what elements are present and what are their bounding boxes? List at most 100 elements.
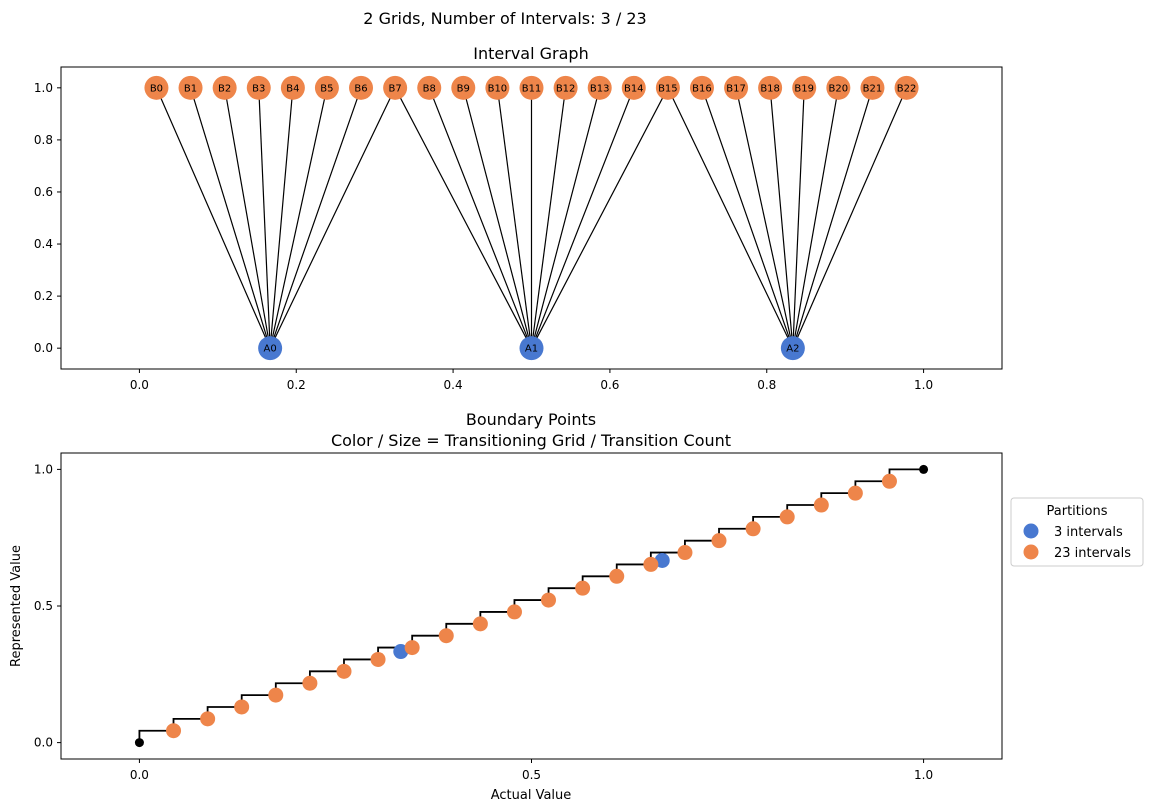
graph-node-label-b7: B7 (389, 83, 402, 94)
step-line (138, 468, 924, 743)
legend-marker-3-intervals (1023, 523, 1039, 539)
graph-node-label-b17: B17 (726, 83, 746, 94)
graph-node-b8 (417, 75, 442, 100)
graph-node-label-b11: B11 (522, 83, 542, 94)
interval-graph-axes: 0.0 0.2 0.4 0.6 0.8 1.0 0.0 0.2 0.4 0.6 0.8 1.0 (34, 81, 933, 392)
graph-node-b0 (144, 75, 169, 100)
y-tick-label: 1.0 (34, 462, 53, 476)
graph-node-label-b1: B1 (184, 83, 197, 94)
graph-node-label-b13: B13 (590, 83, 610, 94)
boundary-point-23-intervals (404, 640, 420, 656)
graph-edge-b7-a0 (269, 87, 396, 349)
y-tick-label: 0.0 (34, 736, 53, 750)
boundary-point-23-intervals (166, 723, 182, 739)
boundary-point-23-intervals (200, 711, 216, 727)
boundary-points-axes: 0.0 0.5 1.0 0.0 0.5 1.0 (34, 462, 933, 782)
step-function (138, 468, 924, 743)
graph-node-b16 (689, 75, 714, 100)
graph-node-label-b20: B20 (829, 83, 849, 94)
graph-edge-b22-a2 (792, 87, 908, 349)
graph-edge-b17-a2 (735, 87, 794, 349)
x-tick-label: 0.8 (757, 378, 776, 392)
graph-edge-b12-a1 (530, 87, 567, 349)
boundary-point-23-intervals (881, 473, 897, 489)
graph-node-label-b14: B14 (624, 83, 644, 94)
boundary-points-frame (60, 452, 1003, 760)
x-tick-label: 0.0 (130, 768, 149, 782)
graph-node-label-b5: B5 (320, 83, 333, 94)
boundary-points-panel: Boundary Points Color / Size = Transitio… (9, 410, 1003, 803)
graph-node-label-b9: B9 (457, 83, 470, 94)
boundary-point-23-intervals (847, 485, 863, 501)
graph-edge-b19-a2 (792, 87, 805, 349)
graph-node-label-b10: B10 (488, 83, 508, 94)
graph-node-label-b3: B3 (252, 83, 265, 94)
graph-node-b22 (894, 75, 919, 100)
y-tick-label: 0.6 (34, 185, 53, 199)
boundary-point-23-intervals (370, 651, 386, 667)
boundary-point-23-intervals (745, 521, 761, 537)
graph-node-label-b19: B19 (794, 83, 814, 94)
endpoint-marker (919, 464, 929, 474)
legend-title: Partitions (1047, 504, 1108, 519)
endpoint-marker (134, 738, 144, 748)
graph-node-b12 (553, 75, 578, 100)
graph-node-a1 (519, 336, 544, 361)
boundary-point-23-intervals (438, 628, 454, 644)
boundary-point-23-intervals (643, 556, 659, 572)
boundary-point-3-intervals (393, 644, 409, 660)
legend-label-3-intervals: 3 intervals (1054, 525, 1123, 540)
y-axis-label: Represented Value (9, 545, 24, 667)
graph-edge-b0-a0 (155, 87, 271, 349)
graph-node-label-a0: A0 (264, 344, 277, 355)
y-tick-label: 0.0 (34, 341, 53, 355)
x-tick-label: 0.4 (444, 378, 463, 392)
graph-node-label-b22: B22 (897, 83, 917, 94)
graph-node-b2 (212, 75, 237, 100)
y-tick-label: 0.8 (34, 133, 53, 147)
legend-box (1010, 497, 1144, 567)
boundary-points-title: Boundary Points (466, 410, 596, 429)
graph-edge-b2-a0 (224, 87, 271, 349)
boundary-point-23-intervals (575, 580, 591, 596)
graph-node-label-a1: A1 (525, 344, 538, 355)
interval-graph-panel: Interval Graph B0 B1 B2 B3 B4 B5 B6 B7 B8 B9 B10 B1… (34, 44, 1003, 392)
boundary-points-subtitle: Color / Size = Transitioning Grid / Tran… (331, 431, 731, 450)
graph-node-b9 (451, 75, 476, 100)
boundary-point-23-intervals (234, 699, 250, 715)
interval-graph-title: Interval Graph (473, 44, 588, 63)
y-tick-label: 1.0 (34, 81, 53, 95)
y-tick-label: 0.2 (34, 289, 53, 303)
graph-edge-b10-a1 (496, 87, 533, 349)
graph-node-b15 (655, 75, 680, 100)
graph-node-b18 (758, 75, 783, 100)
graph-node-b21 (860, 75, 885, 100)
graph-node-b17 (724, 75, 749, 100)
boundary-point-23-intervals (813, 497, 829, 513)
graph-node-b6 (349, 75, 374, 100)
graph-node-b3 (246, 75, 271, 100)
graph-node-label-b8: B8 (423, 83, 436, 94)
graph-edge-b1-a0 (189, 87, 271, 349)
x-tick-label: 0.2 (287, 378, 306, 392)
graph-edge-b4-a0 (269, 87, 294, 349)
legend-label-23-intervals: 23 intervals (1054, 546, 1131, 561)
graph-node-label-a2: A2 (786, 344, 799, 355)
graph-edge-b15-a2 (667, 87, 794, 349)
figure-suptitle: 2 Grids, Number of Intervals: 3 / 23 (363, 9, 646, 28)
graph-node-label-b15: B15 (658, 83, 678, 94)
x-tick-label: 0.6 (600, 378, 619, 392)
legend-marker-23-intervals (1023, 544, 1039, 560)
boundary-point-23-intervals (541, 592, 557, 608)
x-tick-label: 0.5 (522, 768, 541, 782)
graph-edge-b18-a2 (769, 87, 794, 349)
graph-node-label-b21: B21 (863, 83, 883, 94)
boundary-points (134, 464, 929, 748)
interval-graph-frame (60, 66, 1003, 370)
graph-edge-b21-a2 (792, 87, 874, 349)
graph-edge-b9-a1 (462, 87, 533, 349)
graph-edge-b13-a1 (530, 87, 601, 349)
graph-node-b5 (314, 75, 339, 100)
graph-node-label-b18: B18 (760, 83, 780, 94)
graph-edge-b7-a1 (394, 87, 533, 349)
